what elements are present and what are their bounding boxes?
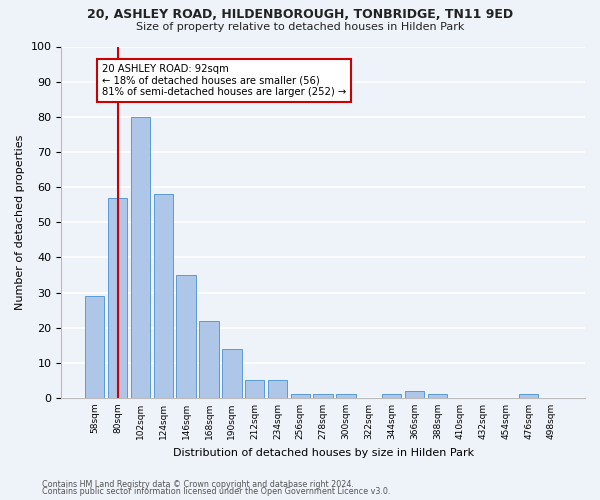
Text: Contains public sector information licensed under the Open Government Licence v3: Contains public sector information licen…	[42, 488, 391, 496]
Bar	[222, 348, 242, 398]
Bar	[85, 296, 104, 398]
Bar	[245, 380, 265, 398]
Text: 20 ASHLEY ROAD: 92sqm
← 18% of detached houses are smaller (56)
81% of semi-deta: 20 ASHLEY ROAD: 92sqm ← 18% of detached …	[101, 64, 346, 98]
Bar	[199, 320, 218, 398]
Bar	[108, 198, 127, 398]
Bar	[313, 394, 333, 398]
X-axis label: Distribution of detached houses by size in Hilden Park: Distribution of detached houses by size …	[173, 448, 474, 458]
Bar	[268, 380, 287, 398]
Y-axis label: Number of detached properties: Number of detached properties	[15, 134, 25, 310]
Text: Size of property relative to detached houses in Hilden Park: Size of property relative to detached ho…	[136, 22, 464, 32]
Bar	[336, 394, 356, 398]
Text: 20, ASHLEY ROAD, HILDENBOROUGH, TONBRIDGE, TN11 9ED: 20, ASHLEY ROAD, HILDENBOROUGH, TONBRIDG…	[87, 8, 513, 20]
Bar	[131, 117, 150, 398]
Bar	[405, 391, 424, 398]
Bar	[428, 394, 447, 398]
Bar	[290, 394, 310, 398]
Bar	[519, 394, 538, 398]
Bar	[382, 394, 401, 398]
Bar	[154, 194, 173, 398]
Text: Contains HM Land Registry data © Crown copyright and database right 2024.: Contains HM Land Registry data © Crown c…	[42, 480, 354, 489]
Bar	[176, 275, 196, 398]
